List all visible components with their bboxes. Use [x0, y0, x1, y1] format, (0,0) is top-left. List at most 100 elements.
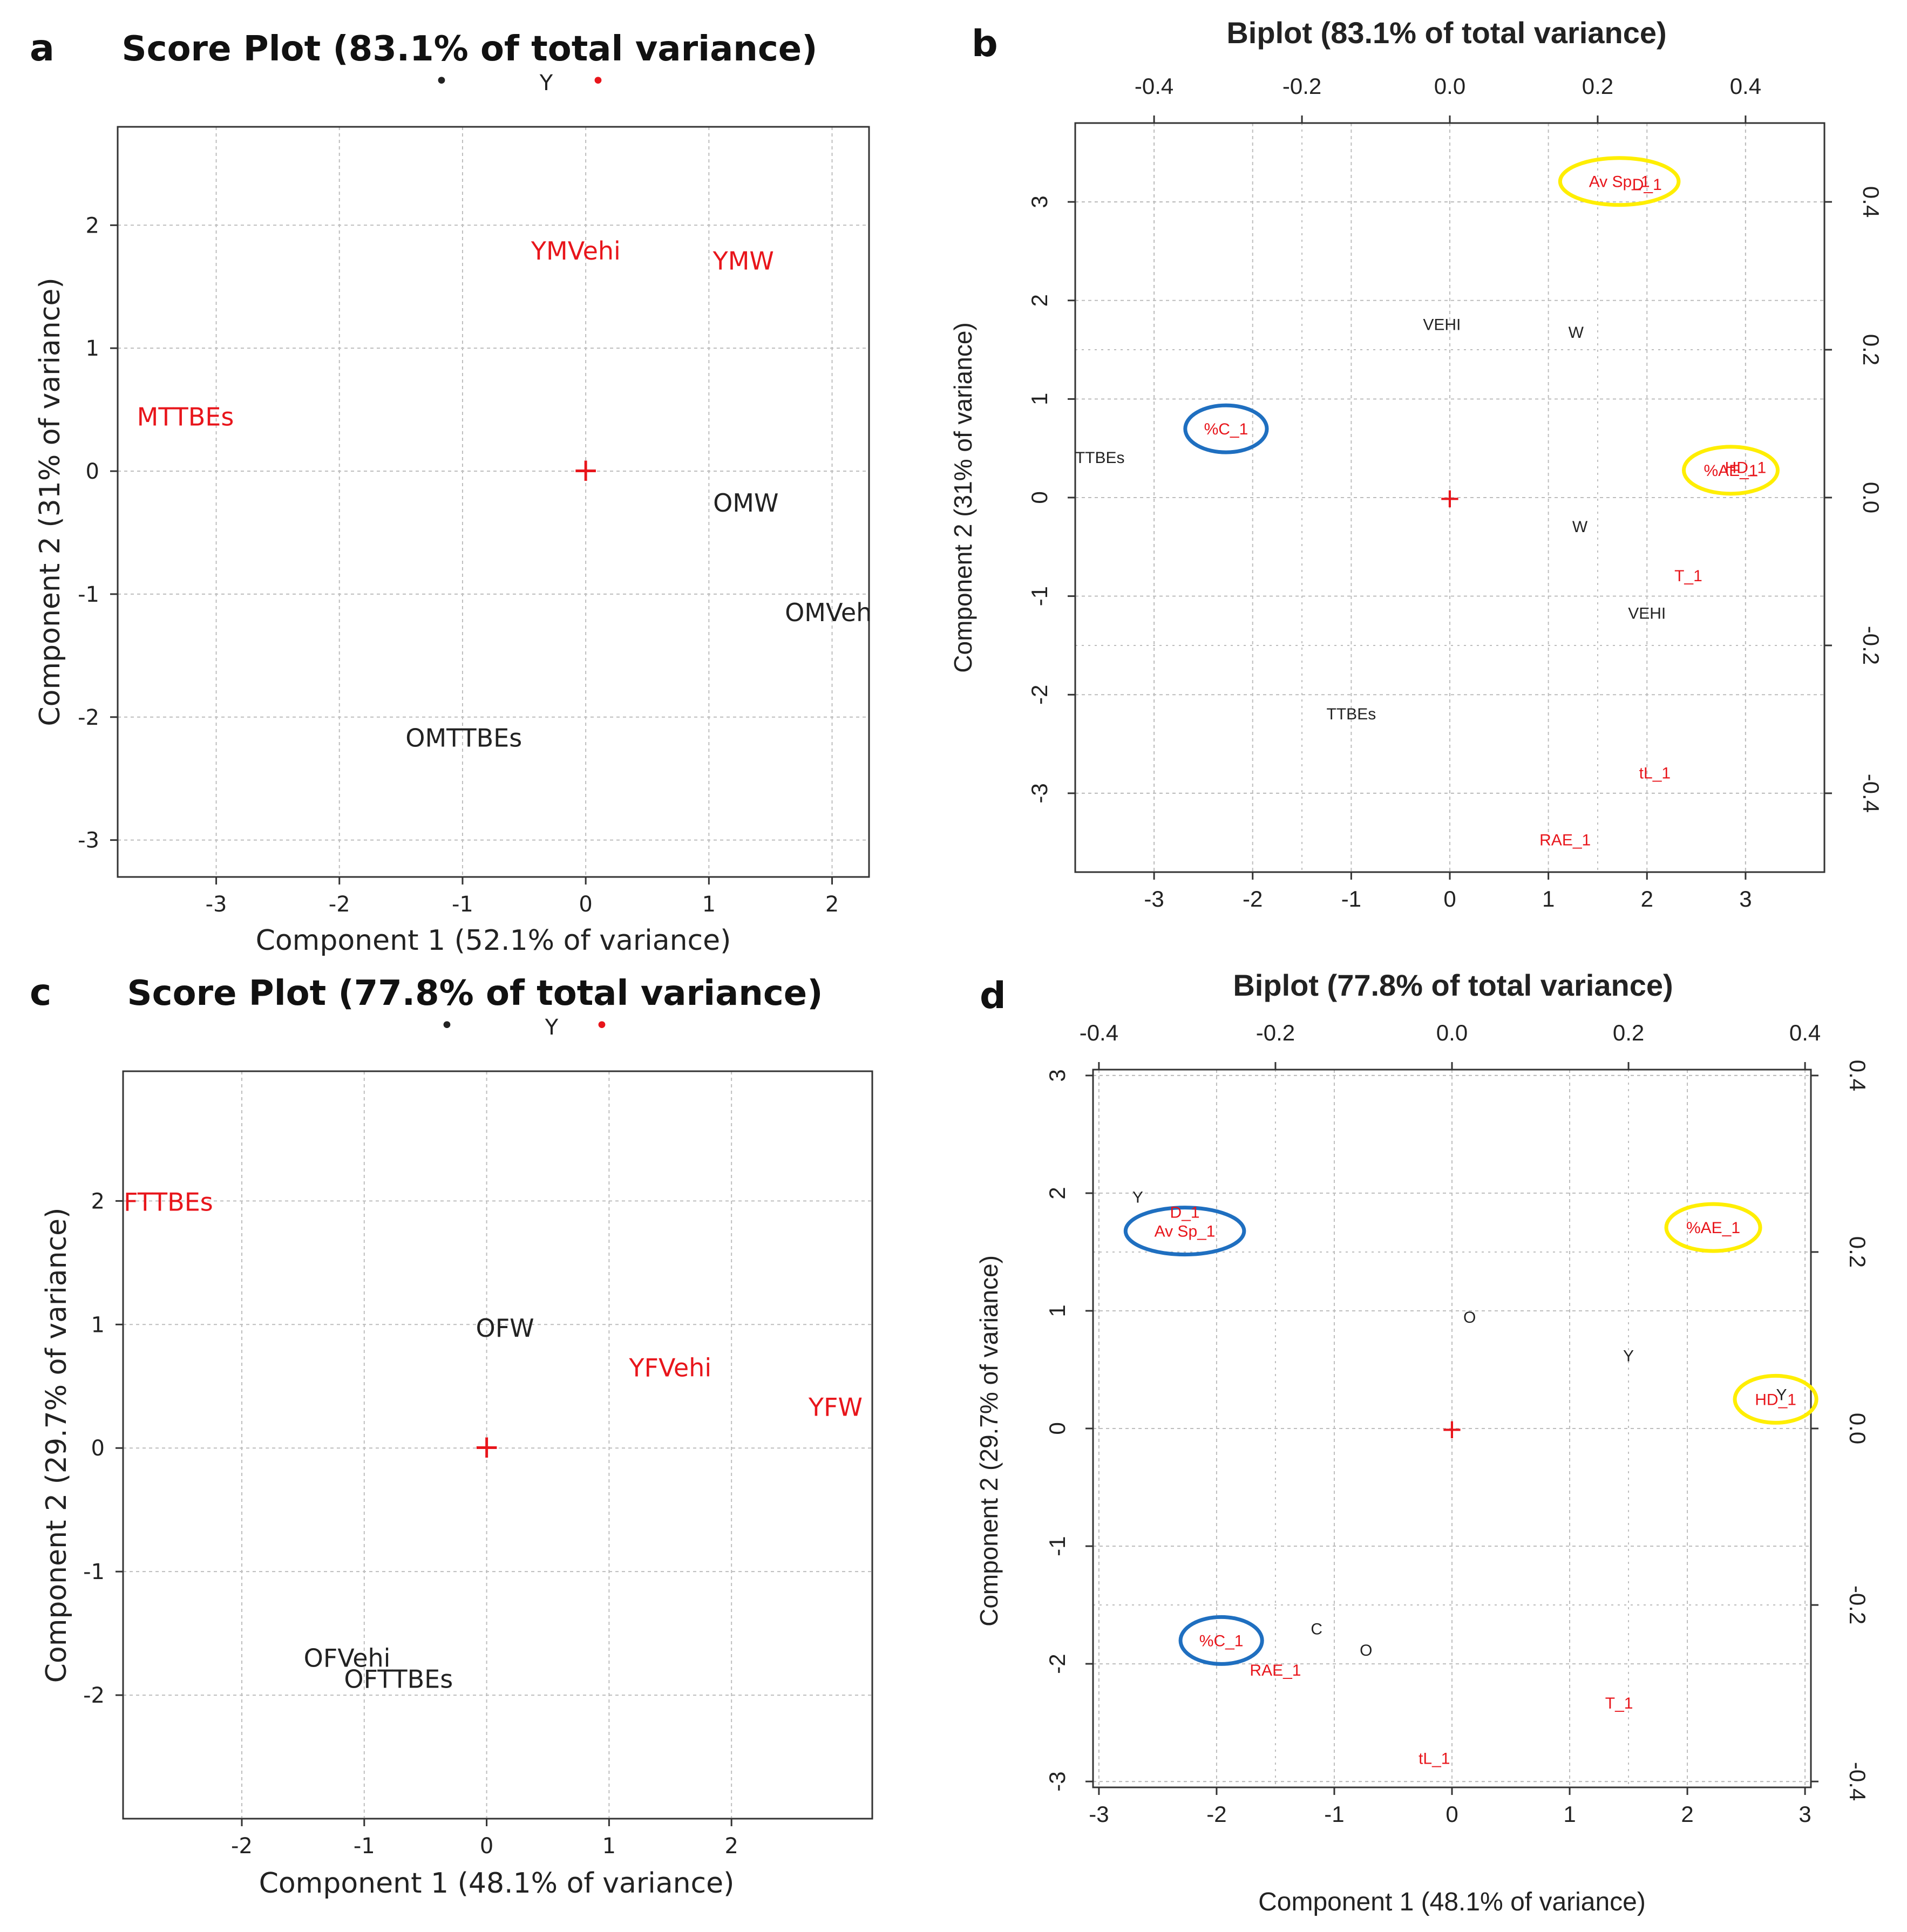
x-tick-label: -3: [1089, 1801, 1109, 1827]
y-tick-label: -2: [83, 1683, 105, 1708]
data-point-label: O: [1463, 1309, 1476, 1326]
data-point-label: YFW: [808, 1393, 863, 1422]
top-tick-label: 0.2: [1613, 1020, 1644, 1045]
data-point-label: VEHI: [1628, 605, 1666, 623]
x-tick-label: 0: [1445, 1801, 1458, 1827]
x-axis-label: Component 1 (52.1% of variance): [256, 924, 731, 957]
data-point-label: T_1: [1674, 567, 1702, 585]
panel-d-biplot: Biplot (77.8% of total variance) + Y D_1Av…: [975, 968, 1870, 1916]
panel-label-c: c: [30, 971, 51, 1014]
highlight-ellipse-yellow: [1558, 156, 1681, 207]
highlight-ellipse-blue: [1178, 1615, 1264, 1666]
legend-dot-black: •: [435, 67, 449, 95]
highlight-ellipse-blue: [1123, 1206, 1246, 1257]
x-axis-label: Component 1 (48.1% of variance): [259, 1867, 735, 1900]
panel-a-score-plot: Score Plot (83.1% of total variance) • Y…: [34, 29, 872, 957]
y-tick-label: -1: [78, 582, 99, 607]
highlight-ellipse-yellow: [1682, 445, 1780, 496]
legend-dot-red: •: [591, 67, 605, 95]
data-point-label: tL_1: [1639, 765, 1671, 783]
top-tick-label: -0.2: [1282, 73, 1321, 99]
data-point-label: W: [1572, 518, 1588, 536]
origin-marker: +: [572, 451, 599, 489]
x-tick-label: -1: [1324, 1801, 1344, 1827]
y-tick-label: 0: [91, 1436, 105, 1461]
data-point-label: Y: [1132, 1188, 1143, 1206]
y-tick-label: -3: [1027, 783, 1052, 803]
top-tick-label: -0.4: [1135, 73, 1173, 99]
y-tick-label: 2: [91, 1189, 105, 1214]
data-point-label: Av Sp_1: [1589, 173, 1650, 191]
y-tick-label: -2: [1027, 685, 1052, 705]
data-point-label: OFW: [476, 1314, 534, 1343]
y-axis-label: Component 2 (29.7% of variance): [975, 1255, 1003, 1627]
right-tick-label: -0.4: [1858, 774, 1884, 813]
highlight-ellipse-yellow: [1664, 1202, 1762, 1253]
x-tick-label: 0: [480, 1834, 493, 1859]
data-point-label: %C_1: [1199, 1632, 1244, 1650]
data-point-label: OMTTBEs: [405, 723, 522, 752]
data-point-label: T_1: [1605, 1695, 1633, 1712]
x-tick-label: 2: [1641, 886, 1653, 911]
data-point-label: TTBEs: [1327, 705, 1376, 723]
data-point-label: YMW: [712, 246, 774, 275]
x-tick-label: -3: [206, 892, 227, 917]
y-axis-label: Component 2 (31% of variance): [949, 322, 977, 672]
data-point-label: Y: [1623, 1348, 1634, 1365]
top-tick-label: 0.4: [1789, 1020, 1821, 1045]
data-point-label: YFVehi: [628, 1353, 711, 1382]
panel-c-score-plot: Score Plot (77.8% of total variance) • Y…: [40, 974, 873, 1900]
chart-title: Biplot (83.1% of total variance): [1226, 16, 1666, 50]
top-tick-label: 0.2: [1582, 73, 1613, 99]
y-tick-label: -2: [1044, 1654, 1070, 1674]
top-tick-label: -0.4: [1080, 1020, 1118, 1045]
highlight-ellipse-blue: [1183, 403, 1269, 454]
right-tick-label: 0.0: [1845, 1413, 1870, 1444]
right-tick-label: 0.4: [1858, 186, 1884, 217]
y-tick-label: 0: [1027, 491, 1052, 504]
x-tick-label: 0: [1443, 886, 1456, 911]
top-tick-label: 0.0: [1434, 73, 1465, 99]
legend-label: Y: [545, 1015, 559, 1040]
right-tick-label: 0.2: [1858, 334, 1884, 365]
right-tick-label: 0.4: [1845, 1060, 1870, 1091]
data-point-label: D_1: [1632, 176, 1662, 194]
y-tick-label: 1: [1027, 393, 1052, 405]
y-tick-label: 3: [1044, 1069, 1070, 1081]
data-point-label: C: [1311, 1621, 1322, 1638]
chart-title: Biplot (77.8% of total variance): [1233, 968, 1673, 1002]
data-point-label: HD_1: [1755, 1391, 1796, 1409]
origin-marker: +: [473, 1428, 500, 1466]
x-tick-label: -2: [1243, 886, 1263, 911]
x-tick-label: 3: [1739, 886, 1752, 911]
data-point-label: O: [1360, 1642, 1372, 1659]
legend-label: Y: [539, 71, 553, 96]
right-tick-label: 0.0: [1858, 482, 1884, 513]
y-tick-label: 3: [1027, 195, 1052, 208]
panel-label-d: d: [980, 975, 1006, 1017]
x-tick-label: 2: [724, 1834, 738, 1859]
legend-dot-red: •: [595, 1012, 609, 1039]
data-point-label: W: [1569, 324, 1584, 342]
data-point-label: %C_1: [1204, 420, 1248, 438]
x-tick-label: 1: [1563, 1801, 1576, 1827]
y-tick-label: -2: [78, 705, 99, 730]
data-point-label: MTTBEs: [137, 403, 234, 432]
right-tick-label: -0.2: [1858, 626, 1884, 665]
x-tick-label: 0: [579, 892, 592, 917]
data-point-label: FTTBEs: [124, 1188, 213, 1217]
y-tick-label: 2: [86, 213, 99, 238]
right-tick-label: -0.2: [1845, 1586, 1870, 1624]
y-tick-label: 0: [86, 459, 99, 484]
y-tick-label: -3: [1044, 1771, 1070, 1791]
y-axis-label: Component 2 (31% of variance): [34, 277, 66, 726]
data-point-label: %AE_1: [1704, 462, 1757, 480]
legend-dot-black: •: [440, 1012, 454, 1039]
plot-frame: [117, 126, 870, 878]
right-tick-label: 0.2: [1845, 1236, 1870, 1268]
data-point-label: OFTTBEs: [344, 1664, 453, 1693]
x-tick-label: 2: [825, 892, 839, 917]
x-tick-label: -1: [452, 892, 473, 917]
data-point-label: HD_1: [1725, 459, 1767, 477]
chart-title: Score Plot (83.1% of total variance): [122, 29, 818, 69]
